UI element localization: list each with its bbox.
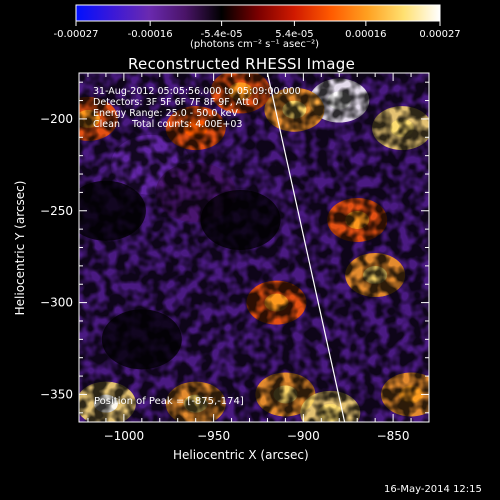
x-tick-label: −900 xyxy=(287,429,320,443)
colorbar-gradient xyxy=(76,5,440,21)
y-tick-label: −250 xyxy=(40,204,73,218)
info-time-range: 31-Aug-2012 05:05:56.000 to 05:09:00.000 xyxy=(93,86,301,97)
info-detectors: Detectors: 3F 5F 6F 7F 8F 9F, Att 0 xyxy=(93,97,259,108)
colorbar-tick-label: -0.00016 xyxy=(128,29,173,40)
colorbar-tick-label: -5.4e-05 xyxy=(201,29,243,40)
heatmap-texture xyxy=(79,73,429,422)
peak-position-label: Position of Peak = [-875,-174] xyxy=(94,396,244,407)
colorbar-units-label: (photons cm⁻² s⁻¹ asec⁻²) xyxy=(190,39,320,50)
chart-title: Reconstructed RHESSI Image xyxy=(128,55,356,73)
y-tick-label: −300 xyxy=(40,296,73,310)
solar-limb-line xyxy=(266,73,346,422)
colorbar-tick-label: 5.4e-05 xyxy=(275,29,313,40)
footer-timestamp: 16-May-2014 12:15 xyxy=(384,484,482,495)
y-tick-label: −350 xyxy=(40,387,73,401)
colorbar-tick-label: 0.00016 xyxy=(345,29,386,40)
colorbar-tick-label: -0.00027 xyxy=(54,29,99,40)
x-axis-label: Heliocentric X (arcsec) xyxy=(173,448,309,462)
info-counts: Clean Total counts: 4.00E+03 xyxy=(93,119,243,130)
colorbar-frame xyxy=(75,4,441,22)
info-energy-range: Energy Range: 25.0 - 50.0 keV xyxy=(93,108,238,119)
x-tick-label: −950 xyxy=(197,429,230,443)
y-tick-label: −200 xyxy=(40,112,73,126)
observation-info: 31-Aug-2012 05:05:56.000 to 05:09:00.000… xyxy=(93,86,301,130)
x-tick-label: −850 xyxy=(377,429,410,443)
plot-axes: −1000 −950 −900 −850 −350 −300 −250 −200 xyxy=(40,73,430,443)
colorbar-tick-label: 0.00027 xyxy=(419,29,460,40)
colorbar-svg: -0.00027 -0.00016 -5.4e-05 5.4e-05 0.00016 0.… xyxy=(54,4,461,40)
y-axis-label: Heliocentric Y (arcsec) xyxy=(13,180,27,316)
colorbar-ticks: -0.00027 -0.00016 -5.4e-05 5.4e-05 0.00016 0.… xyxy=(54,21,461,40)
x-tick-label: −1000 xyxy=(104,429,145,443)
